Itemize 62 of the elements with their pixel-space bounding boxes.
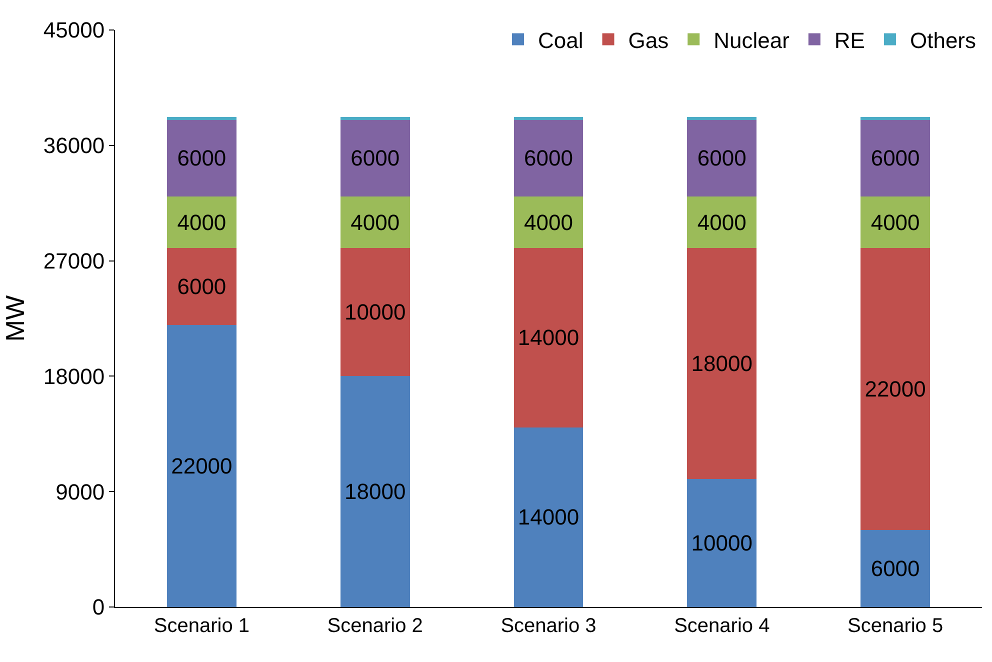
data-label: 18000 (691, 350, 752, 376)
x-tick-label: Scenario 1 (154, 615, 250, 637)
bar (860, 248, 930, 530)
y-tick-label: 18000 (43, 364, 105, 389)
data-label: 6000 (697, 146, 746, 171)
data-label: 22000 (864, 376, 926, 402)
x-tick-label: Scenario 2 (327, 615, 423, 637)
bar (340, 376, 410, 607)
data-label: 4000 (177, 210, 226, 235)
bar (687, 196, 757, 248)
x-tick-label: Scenario 3 (500, 615, 596, 637)
data-label: 22000 (171, 453, 232, 478)
y-tick-label: 27000 (43, 248, 105, 274)
data-label: 6000 (177, 274, 226, 299)
bar (167, 196, 236, 248)
bar (860, 530, 930, 607)
bar (340, 117, 410, 120)
x-tick-label: Scenario 4 (674, 615, 770, 637)
bar (860, 117, 930, 120)
bar (687, 248, 757, 479)
data-label: 18000 (344, 479, 406, 504)
data-label: 10000 (691, 530, 752, 556)
bar (860, 196, 930, 248)
bar (340, 248, 410, 376)
legend-label: Nuclear (714, 28, 790, 53)
legend-label: RE (834, 28, 865, 53)
x-tick-label: Scenario 5 (847, 615, 944, 637)
bar (340, 120, 410, 197)
bar (167, 324, 236, 607)
bar (687, 117, 757, 120)
bar (167, 117, 236, 120)
bar (514, 248, 584, 428)
y-tick-label: 0 (92, 594, 105, 620)
legend-label: Others (910, 28, 976, 53)
y-axis-title: MW (0, 294, 30, 342)
y-tick-label: 9000 (56, 479, 105, 504)
data-label: 14000 (518, 504, 580, 530)
bar (514, 196, 584, 248)
data-label: 6000 (177, 146, 226, 171)
legend-label: Coal (538, 28, 584, 53)
bar (514, 120, 584, 197)
data-label: 6000 (524, 146, 573, 171)
bar (687, 478, 757, 607)
data-label: 4000 (350, 210, 400, 235)
bar (860, 120, 930, 197)
data-label: 6000 (870, 556, 920, 582)
bar (687, 120, 757, 197)
y-tick-label: 45000 (43, 18, 105, 43)
legend-label: Gas (628, 28, 669, 53)
bar (514, 117, 584, 120)
data-label: 6000 (870, 146, 920, 171)
data-label: 4000 (697, 210, 746, 235)
bar (514, 427, 584, 607)
data-label: 4000 (524, 210, 573, 235)
data-label: 10000 (344, 300, 406, 325)
bar (167, 248, 236, 325)
data-label: 14000 (518, 325, 580, 350)
y-tick-label: 36000 (43, 133, 105, 158)
bar (340, 196, 410, 248)
data-label: 4000 (870, 210, 920, 235)
data-label: 6000 (350, 146, 400, 171)
bar (167, 120, 236, 197)
